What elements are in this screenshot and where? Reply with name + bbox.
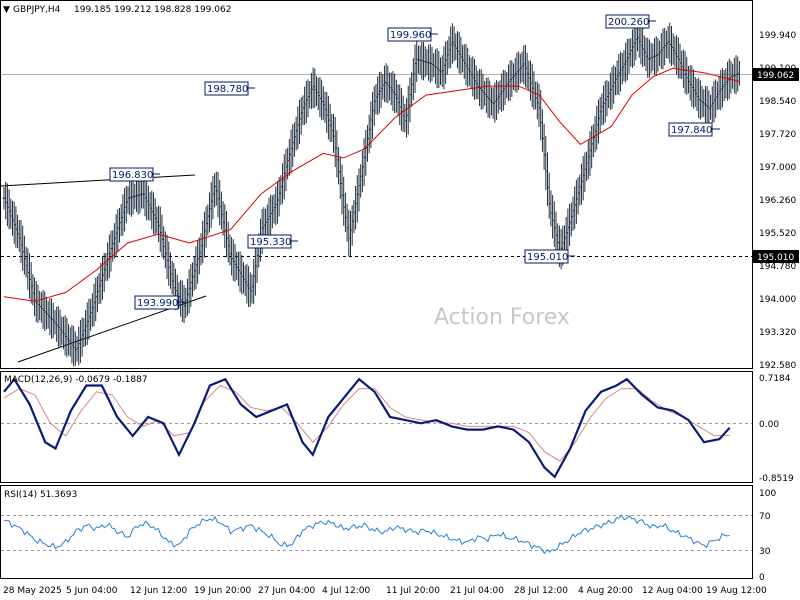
date-tick: 28 Jul 12:00 xyxy=(514,586,568,596)
price-axis: 199.940 199.100 198.540 197.720 197.000 … xyxy=(759,31,796,371)
macd-signal-line xyxy=(3,384,730,462)
annotation-197840: 197.840 xyxy=(668,122,720,137)
date-tick: 28 May 2025 xyxy=(3,586,62,596)
macd-panel-frame xyxy=(0,371,753,483)
date-tick: 12 Jun 12:00 xyxy=(130,586,187,596)
price-axis-tick: 194.780 xyxy=(759,262,796,272)
rsi-title: RSI(14) 51.3693 xyxy=(4,490,77,500)
rsi-axis-tick: 0 xyxy=(759,573,765,583)
macd-line xyxy=(3,377,731,479)
date-tick: 19 Jun 20:00 xyxy=(194,586,251,596)
price-candles xyxy=(2,21,740,367)
price-header-arrow: ▼ xyxy=(3,5,10,15)
macd-axis-tick: 0.7184 xyxy=(759,374,791,384)
macd-axis-tick: -0.8519 xyxy=(759,474,794,484)
upper-trendline xyxy=(0,174,196,187)
date-tick: 4 Aug 20:00 xyxy=(578,586,633,596)
date-tick: 4 Jul 12:00 xyxy=(322,586,371,596)
annotation-196830: 196.830 xyxy=(109,167,160,182)
price-axis-tick: 195.520 xyxy=(759,229,796,239)
price-header-ohlc: 199.185 199.212 198.828 199.062 xyxy=(74,5,231,15)
date-tick: 21 Jul 04:00 xyxy=(450,586,504,596)
annotation-199960: 199.960 xyxy=(387,27,438,42)
svg-text:200.260: 200.260 xyxy=(608,17,649,28)
rsi-panel-frame xyxy=(0,485,753,579)
price-header-symbol: GBPJPY,H4 xyxy=(13,5,61,15)
svg-text:199.062: 199.062 xyxy=(757,71,794,81)
price-axis-tick: 194.000 xyxy=(759,295,796,305)
watermark: Action Forex xyxy=(434,305,570,330)
support-level-tag: 195.010 xyxy=(753,250,799,263)
rsi-axis-tick: 30 xyxy=(759,547,771,557)
annotation-200260: 200.260 xyxy=(605,14,656,29)
price-axis-tick: 193.320 xyxy=(759,328,796,338)
svg-text:199.960: 199.960 xyxy=(390,30,431,41)
svg-text:198.780: 198.780 xyxy=(207,84,248,95)
price-panel-frame xyxy=(0,0,753,369)
price-axis-tick: 192.580 xyxy=(759,361,796,371)
annotation-195330: 195.330 xyxy=(247,234,298,249)
rsi-line xyxy=(3,514,730,555)
svg-text:197.840: 197.840 xyxy=(671,125,712,136)
moving-average-line xyxy=(3,67,741,302)
annotation-195010: 195.010 xyxy=(524,249,575,264)
svg-text:193.990: 193.990 xyxy=(137,298,178,309)
annotation-193990: 193.990 xyxy=(134,295,186,310)
svg-text:195.010: 195.010 xyxy=(527,252,568,263)
price-axis-tick: 197.000 xyxy=(759,163,796,173)
price-axis-tick: 197.720 xyxy=(759,130,796,140)
date-tick: 19 Aug 12:00 xyxy=(706,586,767,596)
price-axis-tick: 196.260 xyxy=(759,196,796,206)
macd-axis-tick: 0.00 xyxy=(759,420,779,430)
rsi-axis-tick: 100 xyxy=(759,489,776,499)
svg-text:195.330: 195.330 xyxy=(250,237,291,248)
date-tick: 12 Aug 04:00 xyxy=(642,586,703,596)
annotation-198780: 198.780 xyxy=(204,81,255,96)
price-axis-tick: 199.940 xyxy=(759,31,796,41)
date-tick: 27 Jun 04:00 xyxy=(258,586,315,596)
date-axis: 28 May 2025 5 Jun 04:00 12 Jun 12:00 19 … xyxy=(3,586,767,596)
date-tick: 5 Jun 04:00 xyxy=(66,586,118,596)
current-price-tag: 199.062 xyxy=(753,68,799,81)
date-tick: 11 Jul 20:00 xyxy=(386,586,440,596)
price-axis-tick: 198.540 xyxy=(759,97,796,107)
svg-text:196.830: 196.830 xyxy=(112,170,153,181)
rsi-axis-tick: 70 xyxy=(759,512,771,522)
svg-text:195.010: 195.010 xyxy=(757,253,794,263)
macd-title: MACD(12,26,9) -0.0679 -0.1887 xyxy=(4,375,148,385)
